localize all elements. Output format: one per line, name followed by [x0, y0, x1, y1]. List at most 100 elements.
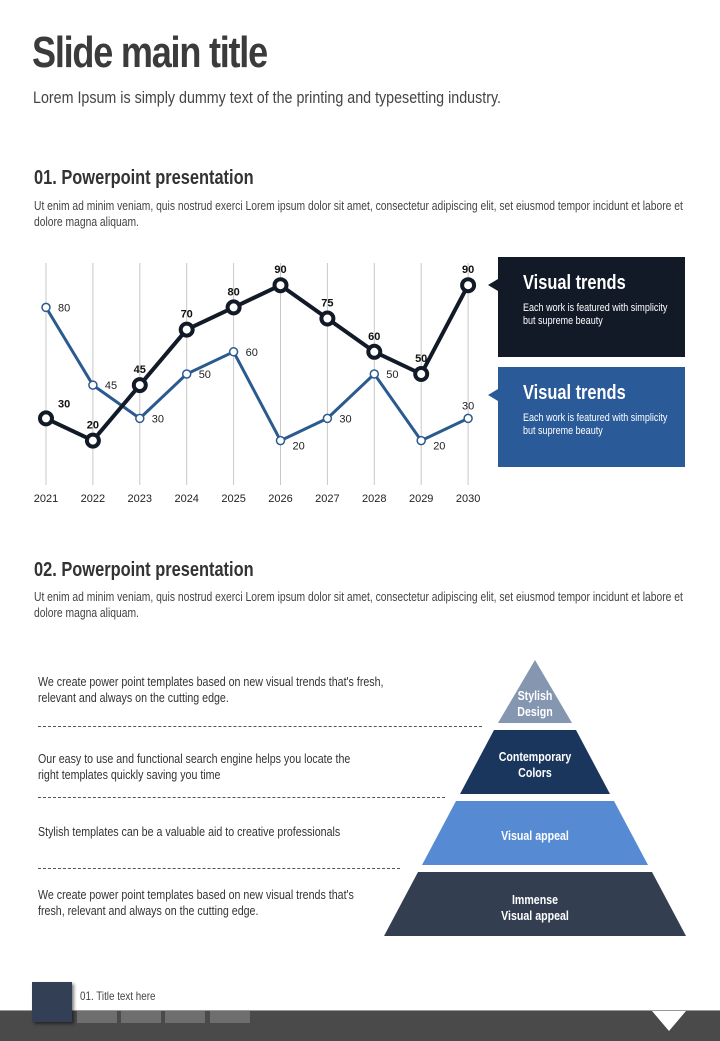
data-label-dark: 45: [134, 364, 146, 376]
data-point-dark: [460, 277, 477, 294]
data-point-dark: [84, 432, 101, 449]
callout-body: Each work is featured with simplicity bu…: [523, 302, 668, 327]
x-tick-label: 2023: [128, 493, 152, 505]
chart-data-labels: 80 45 30 50 60 20 30 50 20 30 30 20 45 70 80 90 75 60 50 90: [58, 264, 474, 452]
text-line: Stylish templates can be a valuable aid …: [38, 824, 341, 839]
divider-dashed: [38, 797, 445, 798]
tier-label: Colors: [518, 766, 552, 780]
section2-body: Ut enim ad minim veniam, quis nostrud ex…: [34, 590, 683, 620]
data-label-blue: 30: [339, 413, 351, 425]
tier-label: Visual appeal: [501, 829, 569, 843]
series-line-dark: [45, 283, 470, 443]
data-label-dark: 80: [227, 286, 239, 298]
data-label-blue: 45: [105, 380, 117, 392]
pyramid-text-2: Our easy to use and functional search en…: [38, 751, 350, 783]
text-line: We create power point templates based on…: [38, 674, 384, 689]
data-point-blue: [322, 413, 333, 424]
x-tick-label: 2026: [268, 493, 292, 505]
callout-title: Visual trends: [523, 382, 626, 404]
data-label-blue: 20: [293, 441, 305, 453]
data-label-dark: 20: [87, 420, 99, 432]
data-label-blue: 50: [199, 369, 211, 381]
data-label-blue: 80: [58, 302, 70, 314]
x-tick-label: 2024: [174, 493, 198, 505]
data-point-blue: [369, 369, 380, 379]
data-point-blue: [41, 302, 51, 313]
data-point-blue: [135, 413, 145, 424]
footer-square: [32, 982, 72, 1022]
footer-bar: [0, 1010, 720, 1041]
footer-title: 01. Title text here: [80, 989, 156, 1003]
text-line: We create power point templates based on…: [38, 887, 354, 902]
page-subtitle: Lorem Ipsum is simply dummy text of the …: [33, 88, 502, 107]
footer-tab: [77, 1011, 117, 1023]
data-label-dark: 90: [274, 264, 286, 276]
footer-tab: [121, 1011, 161, 1023]
data-point-blue: [463, 413, 473, 424]
text-line: relevant and always on the cutting edge.: [38, 690, 229, 705]
data-point-dark: [131, 377, 148, 394]
pyramid-tier-immense-visual-appeal: [384, 872, 686, 936]
x-tick-label: 2021: [34, 493, 58, 505]
chart-series-lines: [44, 283, 470, 443]
tier-label: Immense: [512, 893, 559, 907]
callout-pointer: [488, 389, 498, 401]
data-label-dark: 60: [368, 331, 380, 343]
data-point-blue: [275, 435, 286, 446]
x-tick-label: 2027: [315, 493, 339, 505]
section1-title: 01. Powerpoint presentation: [34, 167, 254, 189]
x-tick-label: 2029: [409, 493, 433, 505]
callout-visual-trends-dark: Visual trends Each work is featured with…: [488, 257, 685, 357]
tier-label: Design: [517, 705, 552, 719]
x-tick-label: 2022: [81, 493, 105, 505]
data-point-blue: [88, 380, 98, 390]
data-point-blue: [228, 347, 239, 357]
data-label-blue: 30: [152, 413, 164, 425]
callout-visual-trends-blue: Visual trends Each work is featured with…: [488, 367, 685, 467]
data-point-dark: [38, 410, 54, 427]
data-point-dark: [225, 299, 242, 316]
divider-dashed: [38, 868, 400, 869]
x-tick-label: 2030: [456, 493, 480, 505]
chart-x-ticks: 2021 2022 2023 2024 2025 2026 2027 2028 2029 2030: [34, 493, 481, 505]
pyramid-text-3: Stylish templates can be a valuable aid …: [38, 824, 340, 840]
tier-label: Visual appeal: [501, 909, 569, 923]
data-label-dark: 75: [321, 298, 333, 310]
data-label-blue: 50: [386, 369, 398, 381]
text-line: Our easy to use and functional search en…: [38, 751, 351, 766]
pyramid-tier-stylish-design: [498, 660, 572, 723]
data-point-dark: [366, 343, 383, 360]
divider-dashed: [38, 726, 482, 727]
data-point-dark: [413, 366, 430, 382]
callout-body: Each work is featured with simplicity bu…: [523, 412, 668, 437]
footer-tab: [210, 1011, 250, 1023]
data-point-blue: [181, 369, 192, 379]
callout-title: Visual trends: [523, 272, 626, 294]
chart-points: [38, 277, 477, 449]
pyramid-text-1: We create power point templates based on…: [38, 674, 384, 706]
series-line-blue: [44, 306, 469, 443]
data-label-dark: 70: [181, 309, 193, 321]
data-label-dark: 30: [58, 398, 70, 410]
pyramid-text-4: We create power point templates based on…: [38, 887, 354, 919]
tier-label: Contemporary: [499, 750, 572, 764]
page-title: Slide main title: [32, 28, 268, 77]
x-tick-label: 2025: [221, 493, 245, 505]
data-label-blue: 30: [462, 400, 474, 412]
tier-label: Stylish: [518, 689, 553, 703]
data-point-blue: [416, 435, 426, 446]
pyramid-diagram: Stylish Design Contemporary Colors Visua…: [384, 660, 686, 936]
text-line: right templates quickly saving you time: [38, 767, 221, 782]
callout-pointer: [488, 279, 498, 291]
data-label-dark: 90: [462, 264, 474, 276]
text-line: fresh, relevant and always on the cuttin…: [38, 903, 259, 918]
pyramid-tier-visual-appeal: [422, 801, 648, 865]
data-label-dark: 50: [415, 353, 427, 365]
footer-notch: [652, 1011, 686, 1031]
data-label-blue: 60: [246, 347, 258, 359]
line-chart: 8045305060203050203030204570809075605090…: [34, 263, 481, 505]
data-label-blue: 20: [433, 441, 445, 453]
section2-title: 02. Powerpoint presentation: [34, 559, 254, 581]
data-point-dark: [272, 277, 289, 294]
data-point-dark: [319, 310, 336, 327]
